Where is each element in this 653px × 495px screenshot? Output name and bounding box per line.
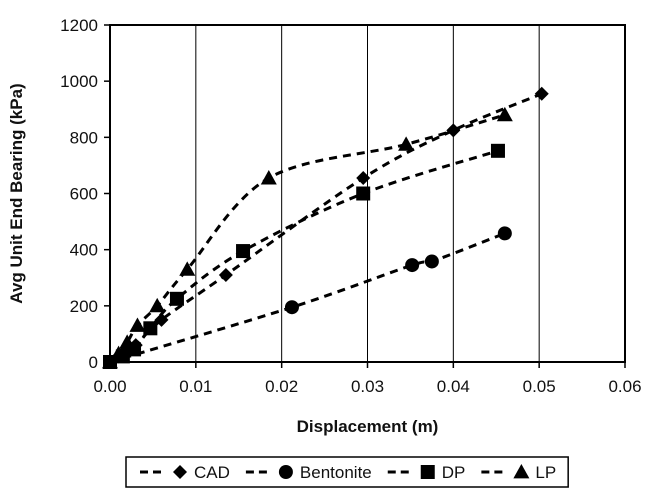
legend-label-lp: LP	[535, 463, 556, 482]
legend-marker-lp	[513, 464, 530, 479]
legend-label-dp: DP	[442, 463, 466, 482]
data-point-dp	[490, 143, 505, 158]
y-tick-label: 400	[70, 241, 98, 260]
legend-marker-cad	[173, 465, 187, 479]
axis-ticks: 0.00 0.01 0.02 0.03 0.04 0.05 0.06 0 200 400 600 80…	[60, 16, 641, 396]
y-tick-label: 800	[70, 128, 98, 147]
data-point-bentonite	[284, 300, 299, 315]
y-tick-label: 0	[89, 353, 98, 372]
data-point-cad	[154, 312, 169, 327]
y-axis-title: Avg Unit End Bearing (kPa)	[7, 83, 26, 303]
series-line-cad	[109, 92, 543, 364]
data-point-cad	[218, 267, 233, 282]
data-point-cad	[446, 123, 461, 138]
data-point-lp	[398, 136, 415, 151]
y-tick-label: 600	[70, 185, 98, 204]
data-point-bentonite	[405, 258, 420, 273]
x-axis-title: Displacement (m)	[297, 417, 439, 436]
data-point-lp	[149, 297, 166, 313]
x-tick-label: 0.06	[608, 377, 641, 396]
legend-marker-bentonite	[278, 465, 293, 479]
data-point-lp	[129, 317, 146, 332]
data-point-cad	[356, 171, 371, 186]
x-tick-label: 0.02	[265, 377, 298, 396]
series-line-bentonite	[109, 231, 506, 364]
data-point-bentonite	[424, 254, 439, 269]
series-markers	[102, 86, 549, 369]
y-tick-label: 200	[70, 297, 98, 316]
legend-marker-dp	[420, 465, 435, 479]
legend-label-cad: CAD	[194, 463, 230, 482]
legend-label-bentonite: Bentonite	[300, 463, 372, 482]
data-point-dp	[143, 321, 158, 336]
x-tick-label: 0.00	[93, 377, 126, 396]
data-point-lp	[119, 334, 136, 349]
data-point-bentonite	[497, 226, 512, 241]
data-point-cad	[534, 86, 549, 101]
y-tick-label: 1200	[60, 16, 98, 35]
data-point-lp	[496, 106, 513, 122]
legend: CAD Bentonite DP LP	[125, 456, 569, 488]
data-point-lp	[260, 170, 277, 185]
y-tick-label: 1000	[60, 72, 98, 91]
series-lines	[108, 92, 543, 364]
x-tick-label: 0.04	[437, 377, 470, 396]
data-point-lp	[110, 345, 127, 360]
x-tick-label: 0.03	[351, 377, 384, 396]
series-line-dp	[109, 149, 499, 364]
x-tick-label: 0.01	[179, 377, 212, 396]
data-point-dp	[236, 244, 251, 259]
x-tick-label: 0.05	[523, 377, 556, 396]
data-point-dp	[356, 186, 371, 201]
data-point-lp	[179, 261, 196, 276]
series-line-lp	[108, 113, 506, 364]
data-point-dp	[169, 291, 184, 306]
